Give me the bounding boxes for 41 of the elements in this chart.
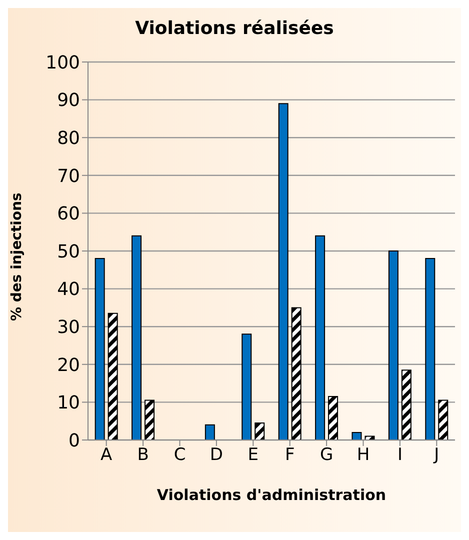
y-tick-label: 80 [57, 128, 80, 149]
y-tick-label: 40 [57, 279, 80, 300]
x-tick-label: I [397, 445, 402, 466]
bar [242, 334, 252, 440]
x-tick-label: G [320, 445, 334, 466]
bar [94, 258, 105, 440]
bar [144, 400, 155, 440]
bar [108, 312, 118, 440]
bar [352, 432, 362, 440]
x-tick-label: E [248, 445, 259, 466]
y-tick-label: 100 [46, 52, 80, 74]
bar [291, 307, 302, 440]
y-tick-label: 50 [57, 241, 80, 262]
y-tick-label: 10 [57, 392, 80, 414]
bar [425, 258, 436, 440]
y-tick-label: 30 [57, 316, 80, 338]
x-tick-label: C [174, 445, 186, 466]
y-tick-label: 70 [57, 166, 80, 187]
bar [315, 235, 326, 440]
x-axis-title: Violations d'administration [156, 486, 386, 504]
bar [278, 103, 288, 440]
y-tick-label: 20 [57, 354, 80, 376]
x-tick-label: A [100, 445, 113, 466]
y-tick-label: 90 [57, 90, 80, 112]
bar [388, 250, 398, 440]
y-axis-title: % des injections [8, 192, 25, 321]
bar [401, 370, 412, 440]
x-tick-label: H [356, 445, 370, 466]
x-tick-label: D [210, 445, 223, 466]
bar [132, 235, 142, 440]
bar [204, 424, 215, 440]
bar [364, 436, 375, 440]
bar [254, 422, 265, 440]
x-tick-label: B [137, 445, 149, 466]
y-tick-label: 60 [57, 204, 80, 225]
y-tick-label: 0 [68, 430, 80, 452]
x-tick-label: J [433, 445, 440, 466]
bar [438, 400, 448, 440]
chart-title: Violations réalisées [134, 17, 335, 41]
x-tick-label: F [284, 445, 295, 466]
bar [328, 396, 338, 440]
